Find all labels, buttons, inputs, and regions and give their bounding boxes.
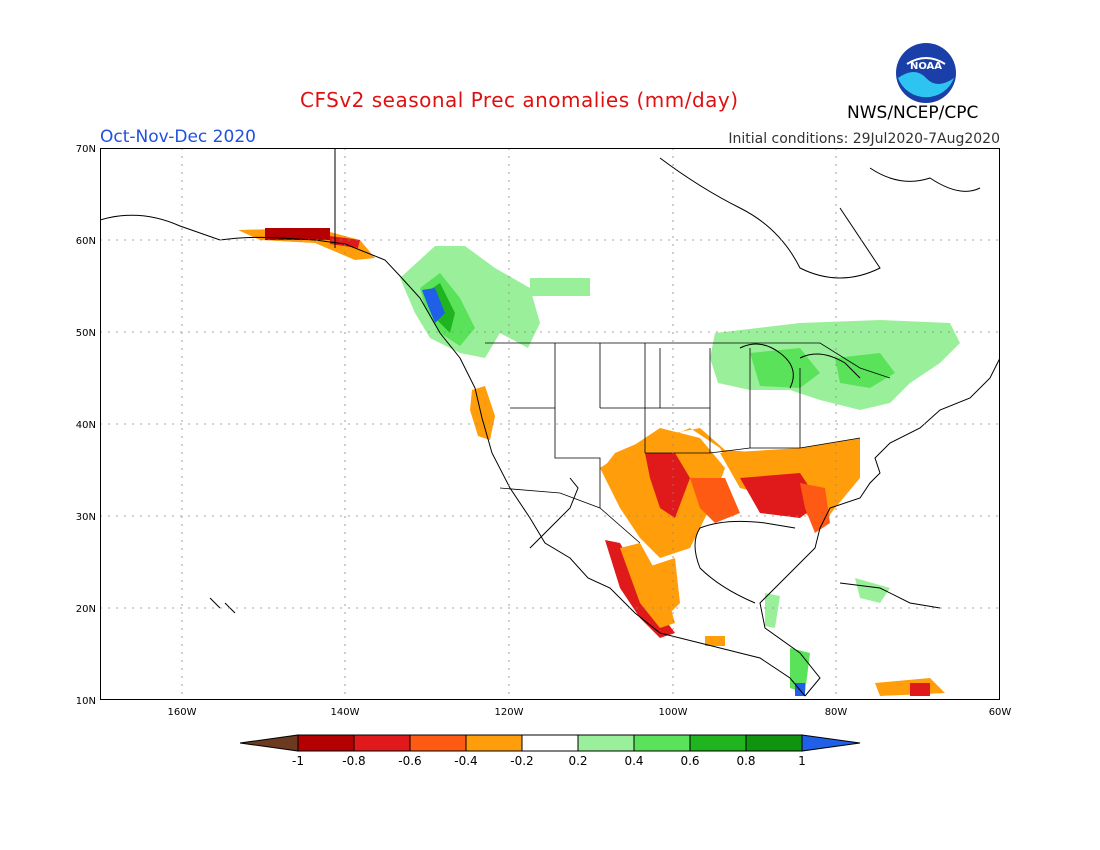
lat-label: 70N: [76, 144, 96, 155]
colorbar-labels: -1 -0.8 -0.6 -0.4 -0.2 0.2 0.4 0.6 0.8 1: [292, 754, 806, 768]
precip-anomaly-map: [100, 148, 1000, 700]
agency-label: NWS/NCEP/CPC: [847, 103, 979, 123]
lon-label: 100W: [659, 707, 688, 718]
colorbar-swatch: [633, 734, 691, 752]
colorbar-label: 1: [798, 754, 806, 768]
lon-label: 80W: [825, 707, 848, 718]
anomaly-field: [238, 228, 960, 696]
colorbar-swatches: [240, 734, 861, 752]
colorbar-label: 0.4: [624, 754, 643, 768]
latitude-labels: 70N 60N 50N 40N 30N 20N 10N: [76, 144, 96, 707]
colorbar-swatch: [745, 734, 803, 752]
colorbar-swatch: [297, 734, 355, 752]
colorbar-swatch: [465, 734, 523, 752]
colorbar-swatch: [521, 734, 579, 752]
colorbar-label: 0.6: [680, 754, 699, 768]
noaa-logo-icon: NOAA: [896, 43, 956, 103]
lat-label: 30N: [76, 512, 96, 523]
lat-label: 40N: [76, 420, 96, 431]
colorbar-label: -0.8: [342, 754, 365, 768]
colorbar-swatch: [409, 734, 467, 752]
period-label: Oct-Nov-Dec 2020: [100, 127, 256, 147]
colorbar-label: -1: [292, 754, 304, 768]
lat-label: 50N: [76, 328, 96, 339]
lat-label: 60N: [76, 236, 96, 247]
colorbar-label: -0.2: [510, 754, 533, 768]
colorbar-label: 0.8: [736, 754, 755, 768]
lon-label: 60W: [989, 707, 1012, 718]
colorbar-swatch: [577, 734, 635, 752]
longitude-labels: 160W 140W 120W 100W 80W 60W: [168, 707, 1012, 718]
colorbar-label: -0.4: [454, 754, 477, 768]
gridlines: [100, 148, 1000, 700]
political-borders: [485, 342, 891, 544]
colorbar-swatch: [240, 734, 299, 752]
colorbar-swatch: [353, 734, 411, 752]
svg-text:NOAA: NOAA: [910, 61, 942, 72]
coastlines: [100, 148, 1000, 697]
lat-label: 10N: [76, 696, 96, 707]
lon-label: 160W: [168, 707, 197, 718]
map-title: CFSv2 seasonal Prec anomalies (mm/day): [300, 88, 739, 112]
lon-label: 120W: [495, 707, 524, 718]
lon-label: 140W: [331, 707, 360, 718]
colorbar: -1 -0.8 -0.6 -0.4 -0.2 0.2 0.4 0.6 0.8 1: [240, 734, 861, 768]
lat-label: 20N: [76, 604, 96, 615]
initial-conditions-label: Initial conditions: 29Jul2020-7Aug2020: [728, 131, 1000, 147]
colorbar-label: -0.6: [398, 754, 421, 768]
colorbar-swatch: [801, 734, 861, 752]
colorbar-label: 0.2: [568, 754, 587, 768]
colorbar-swatch: [689, 734, 747, 752]
